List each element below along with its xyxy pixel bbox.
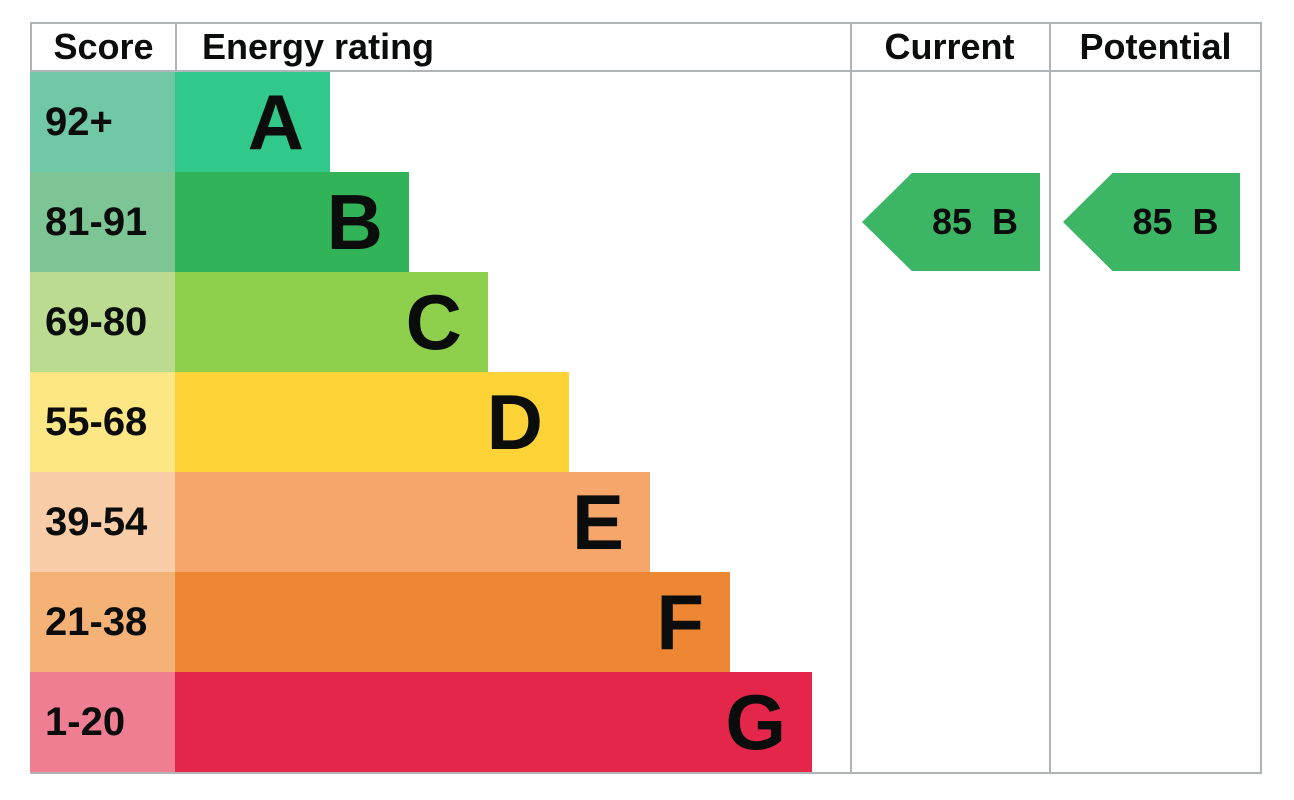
score-range-e: 39-54: [30, 472, 175, 572]
band-letter-d: D: [486, 378, 543, 466]
score-range-b: 81-91: [30, 172, 175, 272]
band-letter-e: E: [571, 478, 624, 566]
band-bar-b: B: [175, 172, 409, 272]
band-row-a: 92+ A: [30, 72, 1262, 172]
band-letter-g: G: [725, 678, 786, 766]
band-bar-c: C: [175, 272, 488, 372]
header-current: Current: [850, 24, 1049, 72]
divider-energy-current: [850, 24, 852, 772]
band-rows: 92+ A 81-91 B 69-80 C 55-68 D 39-54: [30, 72, 1262, 772]
band-letter-c: C: [405, 278, 462, 366]
score-range-f: 21-38: [30, 572, 175, 672]
score-range-g: 1-20: [30, 672, 175, 772]
band-row-c: 69-80 C: [30, 272, 1262, 372]
band-row-b: 81-91 B: [30, 172, 1262, 272]
table-right-border: [1260, 24, 1262, 772]
band-row-g: 1-20 G: [30, 672, 1262, 772]
band-bar-d: D: [175, 372, 569, 472]
band-bar-g: G: [175, 672, 812, 772]
band-bar-a: A: [175, 72, 330, 172]
epc-rating-table: Score Energy rating Current Potential 92…: [30, 22, 1262, 774]
header-score: Score: [30, 24, 175, 72]
band-row-e: 39-54 E: [30, 472, 1262, 572]
header-energy-rating: Energy rating: [175, 24, 850, 72]
current-rating-value: 85: [931, 201, 973, 242]
score-range-d: 55-68: [30, 372, 175, 472]
table-header-row: Score Energy rating Current Potential: [30, 24, 1262, 72]
divider-current-potential: [1049, 24, 1051, 772]
score-range-a: 92+: [30, 72, 175, 172]
band-bar-f: F: [175, 572, 730, 672]
band-letter-a: A: [247, 78, 304, 166]
band-bar-e: E: [175, 472, 650, 572]
band-letter-b: B: [326, 178, 383, 266]
band-letter-f: F: [656, 578, 704, 666]
potential-rating-value: 85: [1132, 201, 1173, 242]
band-row-d: 55-68 D: [30, 372, 1262, 472]
potential-rating-band: B: [1192, 201, 1219, 242]
score-range-c: 69-80: [30, 272, 175, 372]
band-row-f: 21-38 F: [30, 572, 1262, 672]
current-rating-band: B: [992, 201, 1019, 242]
header-potential: Potential: [1049, 24, 1262, 72]
